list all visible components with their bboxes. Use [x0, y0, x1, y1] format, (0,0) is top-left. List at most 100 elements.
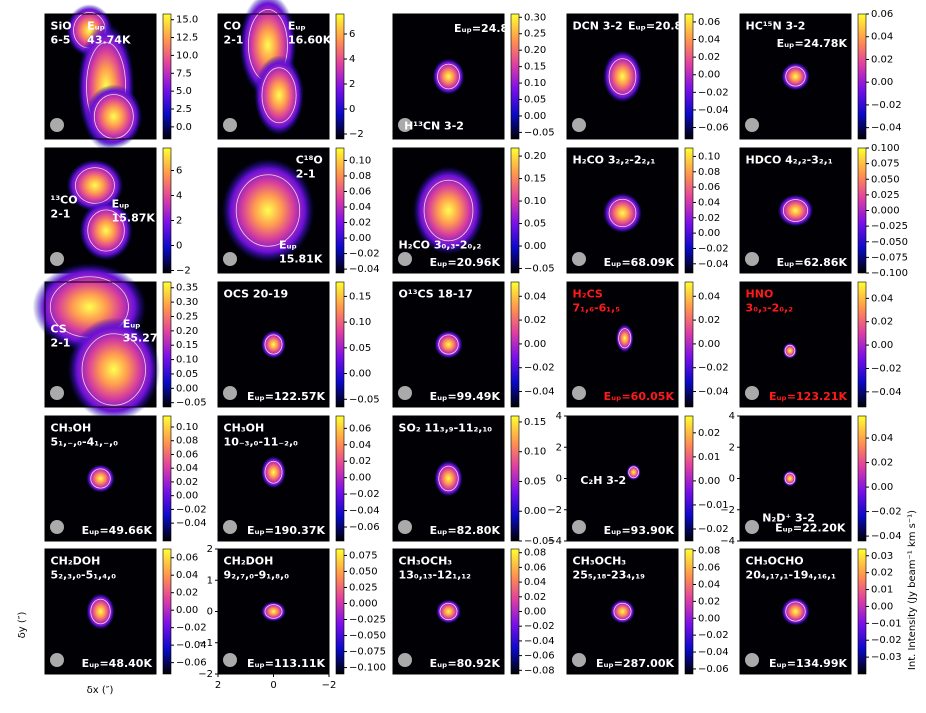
- y-tick-label: −2: [198, 669, 213, 680]
- colorbar-tick-label: 6: [176, 166, 182, 177]
- colorbar-tick-label: 0.01: [871, 585, 893, 596]
- colorbar-tick-label: 0.02: [871, 54, 893, 65]
- colorbar-tick-label: 0.05: [349, 343, 371, 354]
- map-frame: [566, 548, 679, 675]
- colorbar-tick-label: −0.04: [871, 123, 902, 134]
- colorbar-tick-label: 0.00: [871, 340, 893, 351]
- contour: [87, 209, 125, 252]
- panel-title: C₂H 3-2: [580, 474, 626, 487]
- panel-title: OCS 20-19: [224, 288, 289, 301]
- map-background: [567, 416, 678, 541]
- contour: [90, 468, 111, 489]
- colorbar-tick-label: 0.02: [698, 52, 720, 63]
- colorbar-tick-label: −0.02: [176, 504, 207, 515]
- colorbar-tick-label: −0.02: [349, 489, 380, 500]
- x-tick-label: 2: [215, 680, 221, 691]
- energy-label: Eᵤₚ=122.57K: [247, 390, 325, 403]
- beam: [398, 118, 412, 132]
- colorbar-tick-label: 6: [349, 29, 355, 40]
- contour: [264, 604, 283, 619]
- colorbar-tick-label: 0.15: [524, 62, 546, 73]
- colorbar-tick-label: −0.02: [871, 635, 902, 646]
- colorbar-tick-label: 0.05: [524, 95, 546, 106]
- colorbar-tick-label: −0.04: [176, 518, 207, 529]
- colorbar-tick-label: 0.15: [524, 174, 546, 185]
- panel-title: 5₂,₃,₀-5₁,₄,₀: [51, 569, 117, 582]
- emission: [412, 166, 485, 255]
- colorbar-tick-label: 2.5: [176, 104, 192, 115]
- colorbar-tick-label: 2: [349, 79, 355, 90]
- contour: [608, 198, 637, 228]
- colorbar-tick-label: 5.0: [176, 86, 192, 97]
- panel-title: CH₂DOH: [224, 555, 274, 568]
- colorbar-tick-label: 0.08: [698, 546, 720, 557]
- colorbar: [162, 281, 172, 408]
- energy-label: Eᵤₚ=49.66K: [82, 524, 153, 537]
- contour: [628, 466, 639, 479]
- energy-label: 15.81K: [279, 253, 323, 266]
- map-frame: [217, 415, 330, 542]
- contour: [264, 334, 283, 355]
- colorbar-tick-label: 0.30: [176, 297, 198, 308]
- colorbar-tick-label: 0.00: [349, 473, 371, 484]
- contour: [264, 460, 283, 484]
- panel-title: 5₁,₋,₀-4₁,₋,₀: [51, 436, 119, 449]
- beam: [223, 118, 237, 132]
- y-tick-label: −1: [198, 638, 213, 649]
- contour: [784, 472, 796, 485]
- colorbar-tick-label: −0.04: [871, 387, 902, 398]
- colorbar-tick-label: 0.10: [349, 155, 371, 166]
- map-frame: [44, 548, 157, 675]
- panel-title: HC¹⁵N 3-2: [746, 20, 806, 33]
- panel-title: H₂CO 3₀,₃-2₀,₂: [399, 239, 482, 252]
- energy-label: Eᵤₚ=24.78K: [777, 37, 848, 50]
- colorbar-tick-label: −0.06: [698, 123, 729, 134]
- colorbar-tick-label: 0.00: [698, 339, 720, 350]
- colorbar-tick-label: 15.0: [176, 15, 198, 26]
- colorbar-tick-label: −0.075: [349, 647, 386, 658]
- colorbar-tick-label: 0.00: [176, 383, 198, 394]
- panel-title: 2-1: [51, 337, 71, 350]
- map-frame: [392, 147, 505, 274]
- colorbar-tick-label: 0.04: [871, 433, 893, 444]
- colorbar-tick-label: −0.050: [349, 631, 386, 642]
- beam: [223, 252, 237, 266]
- beam: [745, 118, 759, 132]
- colorbar-tick-label: 0.10: [698, 151, 720, 162]
- colorbar-tick-label: 0.10: [524, 196, 546, 207]
- y-tick-label: 0: [207, 607, 213, 618]
- colorbar: [684, 415, 694, 542]
- energy-label: Eᵤₚ=190.37K: [247, 524, 325, 537]
- panel-title: H¹³CN 3-2: [404, 120, 464, 133]
- energy-label: Eᵤₚ=134.99K: [769, 657, 847, 670]
- energy-label: Eᵤₚ: [87, 20, 105, 33]
- colorbar-tick-label: 0.25: [524, 29, 546, 40]
- colorbar-tick-label: −0.04: [871, 531, 902, 542]
- beam: [50, 386, 64, 400]
- energy-label: Eᵤₚ=93.90K: [604, 524, 675, 537]
- colorbar: [857, 415, 867, 542]
- colorbar-tick-label: 0.00: [871, 77, 893, 88]
- energy-label: Eᵤₚ: [112, 197, 130, 210]
- panel-title: 13₀,₁₃-12₁,₁₂: [399, 569, 472, 582]
- beam: [223, 520, 237, 534]
- colorbar-tick-label: −0.02: [524, 621, 555, 632]
- colorbar-tick-label: 0.00: [349, 369, 371, 380]
- beam: [50, 252, 64, 266]
- colorbar-tick-label: 0.06: [349, 186, 371, 197]
- colorbar-tick-label: −0.06: [176, 658, 207, 669]
- colorbar-tick-label: 7.5: [176, 68, 192, 79]
- emission: [254, 55, 304, 136]
- panel-title: 25₅,₁₈-23₄,₁₉: [573, 569, 646, 582]
- panel: HC¹⁵N 3-2 Eᵤₚ=24.78K 0.06 0.04 0.02 0.00 −0.02…: [739, 9, 902, 140]
- colorbar-tick-label: 0.04: [349, 202, 371, 213]
- y-tick-label: 0: [729, 474, 735, 485]
- colorbar-tick-label: −0.04: [698, 387, 729, 398]
- emission: [221, 158, 315, 263]
- colorbar-tick-label: 2: [176, 216, 182, 227]
- contour: [618, 328, 632, 349]
